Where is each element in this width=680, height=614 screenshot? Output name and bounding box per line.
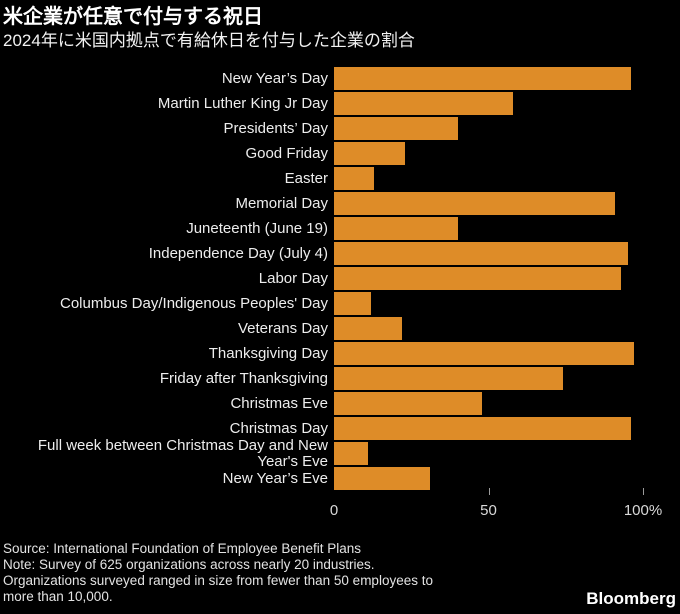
category-label: Christmas Eve	[230, 394, 328, 412]
chart-subtitle: 2024年に米国内拠点で有給休日を付与した企業の割合	[3, 31, 415, 50]
axis-label-0: 0	[329, 502, 339, 519]
chart-rows: New Year’s Day Martin Luther King Jr Day P…	[0, 66, 680, 491]
bar	[334, 142, 406, 165]
bar-track	[334, 267, 643, 290]
bar-track	[334, 342, 643, 365]
footnotes: Source: International Foundation of Empl…	[3, 541, 433, 605]
category-label: Veterans Day	[237, 319, 328, 337]
bar	[334, 267, 622, 290]
bar-track	[334, 167, 643, 190]
chart-row: Friday after Thanksgiving	[0, 366, 680, 391]
bar-track	[334, 142, 643, 165]
bar-track	[334, 317, 643, 340]
category-label: Christmas Day	[229, 419, 328, 437]
bar-track	[334, 67, 643, 90]
axis-label-50: 50	[480, 502, 497, 519]
bar-chart: New Year’s Day Martin Luther King Jr Day P…	[0, 66, 680, 530]
note-line-2: Organizations surveyed ranged in size fr…	[3, 573, 433, 588]
category-label: New Year’s Day	[221, 69, 328, 87]
bar-track	[334, 292, 643, 315]
bar	[334, 417, 631, 440]
category-label: Full week between Christmas Day and New …	[37, 436, 328, 470]
category-label: Thanksgiving Day	[208, 344, 328, 362]
chart-row: Juneteenth (June 19)	[0, 216, 680, 241]
bar	[334, 367, 563, 390]
chart-row: Independence Day (July 4)	[0, 241, 680, 266]
bar-track	[334, 467, 643, 490]
bloomberg-logo: Bloomberg	[586, 589, 676, 608]
category-label: Good Friday	[245, 144, 328, 162]
bar-track	[334, 242, 643, 265]
bar	[334, 167, 375, 190]
bar	[334, 467, 430, 490]
bar	[334, 67, 631, 90]
bar	[334, 242, 628, 265]
bar-track	[334, 192, 643, 215]
bar	[334, 192, 616, 215]
chart-row: Good Friday	[0, 141, 680, 166]
bar-track	[334, 442, 643, 465]
category-label: Friday after Thanksgiving	[159, 369, 328, 387]
bar-track	[334, 417, 643, 440]
bar	[334, 442, 368, 465]
chart-row: New Year’s Day	[0, 66, 680, 91]
source-line: Source: International Foundation of Empl…	[3, 541, 361, 556]
chart-row: Veterans Day	[0, 316, 680, 341]
bar-track	[334, 217, 643, 240]
bar-track	[334, 117, 643, 140]
axis-tick-100	[643, 488, 644, 495]
bar	[334, 317, 402, 340]
bar	[334, 392, 483, 415]
chart-row: New Year’s Eve	[0, 466, 680, 491]
chart-row: Martin Luther King Jr Day	[0, 91, 680, 116]
bar	[334, 117, 458, 140]
note-line: Note: Survey of 625 organizations across…	[3, 557, 375, 572]
category-label: Presidents’ Day	[223, 119, 329, 137]
bar-track	[334, 367, 643, 390]
axis-tick-50	[488, 488, 490, 495]
category-label: Columbus Day/Indigenous Peoples' Day	[59, 294, 328, 312]
category-label: Labor Day	[258, 269, 328, 287]
bar-track	[334, 392, 643, 415]
chart-row: Columbus Day/Indigenous Peoples' Day	[0, 291, 680, 316]
bar	[334, 342, 634, 365]
bar-track	[334, 92, 643, 115]
chart-row: Full week between Christmas Day and New …	[0, 437, 680, 469]
axis-label-100: 100%	[623, 502, 663, 519]
bar	[334, 292, 372, 315]
chart-row: Thanksgiving Day	[0, 341, 680, 366]
category-label: Martin Luther King Jr Day	[157, 94, 328, 112]
x-axis: 0 50 100%	[330, 488, 662, 530]
category-label: Easter	[284, 169, 328, 187]
category-label: Memorial Day	[235, 194, 328, 212]
chart-row: Easter	[0, 166, 680, 191]
bar	[334, 217, 458, 240]
category-label: Independence Day (July 4)	[148, 244, 328, 262]
chart-row: Labor Day	[0, 266, 680, 291]
chart-row: Christmas Day	[0, 416, 680, 441]
chart-row: Presidents’ Day	[0, 116, 680, 141]
chart-title: 米企業が任意で付与する祝日	[3, 6, 263, 28]
category-label: New Year’s Eve	[222, 469, 328, 487]
note-line-3: more than 10,000.	[3, 589, 113, 604]
chart-header: 米企業が任意で付与する祝日 2024年に米国内拠点で有給休日を付与した企業の割合	[0, 0, 680, 51]
chart-row: Memorial Day	[0, 191, 680, 216]
chart-row: Christmas Eve	[0, 391, 680, 416]
category-label: Juneteenth (June 19)	[186, 219, 328, 237]
bar	[334, 92, 514, 115]
